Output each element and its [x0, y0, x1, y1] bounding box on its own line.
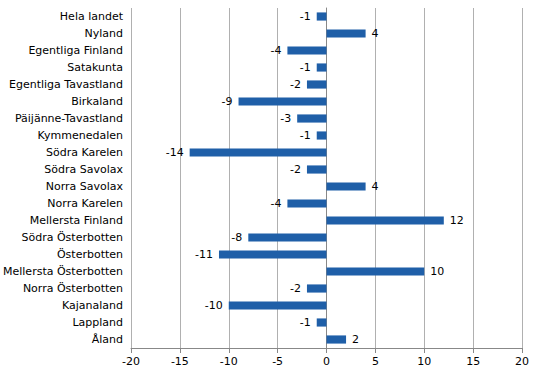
svg-text:0: 0 [323, 355, 330, 368]
svg-text:-15: -15 [171, 355, 189, 368]
svg-text:-2: -2 [290, 163, 301, 176]
svg-text:Södra Karelen: Södra Karelen [46, 146, 123, 159]
svg-text:Österbotten: Österbotten [57, 248, 123, 261]
svg-text:-14: -14 [166, 146, 184, 159]
svg-text:-2: -2 [290, 78, 301, 91]
svg-text:Birkaland: Birkaland [71, 95, 123, 108]
svg-text:-1: -1 [300, 61, 311, 74]
svg-text:Egentliga Finland: Egentliga Finland [28, 44, 123, 57]
svg-text:2: 2 [352, 333, 359, 346]
svg-text:12: 12 [450, 214, 464, 227]
svg-text:Nyland: Nyland [85, 27, 124, 40]
svg-text:-2: -2 [290, 282, 301, 295]
svg-text:-8: -8 [231, 231, 242, 244]
svg-text:-3: -3 [280, 112, 291, 125]
svg-text:Norra Savolax: Norra Savolax [46, 180, 124, 193]
svg-text:-10: -10 [220, 355, 238, 368]
svg-text:-11: -11 [195, 248, 213, 261]
svg-text:Kajanaland: Kajanaland [62, 299, 123, 312]
svg-text:-1: -1 [300, 316, 311, 329]
svg-text:Södra Savolax: Södra Savolax [44, 163, 123, 176]
svg-text:Satakunta: Satakunta [67, 61, 123, 74]
svg-text:Norra Karelen: Norra Karelen [47, 197, 123, 210]
svg-text:Hela landet: Hela landet [60, 10, 124, 23]
svg-text:-1: -1 [300, 10, 311, 23]
svg-text:-1: -1 [300, 129, 311, 142]
svg-text:Åland: Åland [92, 333, 123, 346]
svg-text:-9: -9 [222, 95, 233, 108]
svg-text:10: 10 [430, 265, 444, 278]
svg-text:-4: -4 [270, 197, 281, 210]
svg-text:-10: -10 [205, 299, 223, 312]
svg-text:-20: -20 [122, 355, 140, 368]
svg-text:Mellersta Österbotten: Mellersta Österbotten [3, 265, 123, 278]
svg-text:Egentliga Tavastland: Egentliga Tavastland [9, 78, 123, 91]
svg-text:Mellersta Finland: Mellersta Finland [30, 214, 123, 227]
svg-text:Lappland: Lappland [72, 316, 123, 329]
svg-text:5: 5 [372, 355, 379, 368]
svg-text:20: 20 [515, 355, 529, 368]
svg-text:Södra Österbotten: Södra Österbotten [21, 231, 123, 244]
svg-text:Norra Österbotten: Norra Österbotten [23, 282, 123, 295]
svg-text:Kymmenedalen: Kymmenedalen [38, 129, 123, 142]
svg-text:-4: -4 [270, 44, 281, 57]
svg-text:15: 15 [466, 355, 480, 368]
svg-text:4: 4 [372, 180, 379, 193]
svg-text:-5: -5 [272, 355, 283, 368]
svg-text:Päijänne-Tavastland: Päijänne-Tavastland [15, 112, 123, 125]
svg-text:4: 4 [372, 27, 379, 40]
svg-text:10: 10 [417, 355, 431, 368]
